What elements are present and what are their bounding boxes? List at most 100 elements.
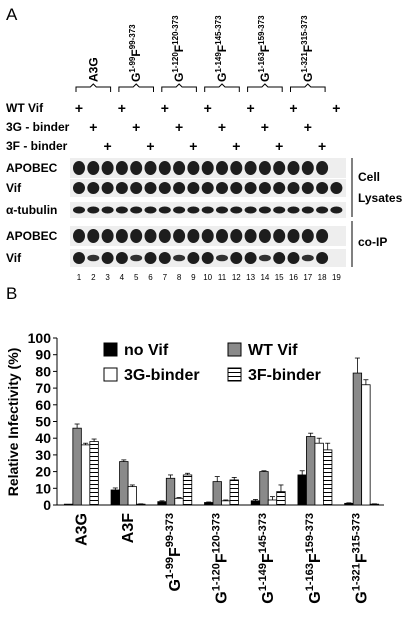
blot-band: [87, 161, 100, 175]
blot-band: [287, 206, 300, 214]
lane-number: 12: [232, 273, 241, 282]
blot-band: [173, 182, 186, 194]
blot-band: [101, 161, 114, 175]
blot-band: [130, 161, 143, 175]
legend: no Vif WT Vif 3G-binder 3F-binder: [103, 342, 321, 384]
construct-bracket: [118, 83, 154, 92]
bar: [297, 474, 307, 506]
blot-band: [115, 206, 128, 214]
lane-number: 7: [163, 273, 168, 282]
bar: [72, 427, 82, 506]
infectivity-chart: Relative Infectivity (%) 010203040506070…: [5, 330, 384, 604]
bar: [314, 442, 324, 506]
blot-band: [73, 252, 85, 264]
blot-band: [301, 182, 314, 194]
bar: [229, 479, 239, 506]
blot-band: [73, 206, 85, 214]
blot-band: [101, 252, 114, 264]
lane-number: 15: [275, 273, 284, 282]
blot-band: [144, 161, 157, 175]
y-tick-label: 50: [35, 414, 51, 430]
bar: [250, 500, 261, 506]
blot-band: [201, 182, 214, 194]
lane-number: 3: [105, 273, 110, 282]
blot-band: [73, 182, 85, 194]
x-tick-label: G1-99F99-373: [164, 513, 184, 592]
legend-label: 3F-binder: [248, 367, 321, 384]
y-tick-label: 70: [35, 380, 51, 396]
y-tick-label: 80: [35, 363, 51, 379]
construct-bracket: [75, 83, 112, 92]
condition-label: 3F - binder: [6, 139, 68, 153]
plus-mark: +: [332, 100, 340, 116]
blot-band: [216, 206, 228, 214]
plus-mark: +: [318, 138, 326, 154]
plus-mark: +: [304, 119, 312, 135]
blot-band: [101, 182, 114, 194]
blot-row-label: APOBEC: [6, 229, 58, 243]
bar: [323, 449, 333, 506]
plus-mark: +: [104, 138, 112, 154]
blot-band: [230, 206, 243, 214]
blot-band: [158, 206, 171, 214]
blot-band: [258, 229, 271, 243]
lane-number: 1: [77, 273, 82, 282]
blot-band: [201, 206, 214, 214]
blot-row-label: Vif: [6, 251, 22, 265]
construct-bracket: [161, 83, 197, 92]
legend-swatch: [103, 342, 118, 357]
lane-number: 9: [191, 273, 196, 282]
blot-band: [115, 161, 128, 175]
construct-label: G1-321F315-373: [300, 15, 315, 82]
condition-label: 3G - binder: [6, 120, 70, 134]
bar: [127, 486, 137, 506]
western-blots: APOBEC Vif α-tubulin APOBEC Vif: [6, 158, 346, 267]
legend-swatch: [227, 367, 242, 382]
blot-band: [115, 182, 128, 194]
blot-band: [216, 254, 228, 262]
plus-mark: +: [175, 119, 183, 135]
blot-band: [87, 182, 100, 194]
blot-band: [316, 161, 329, 175]
blot-band: [244, 206, 257, 214]
blot-band: [173, 161, 186, 175]
blot-band: [301, 206, 314, 214]
blot-band: [316, 206, 329, 214]
blot-band: [144, 252, 157, 264]
plus-mark: +: [247, 100, 255, 116]
blot-band: [287, 252, 300, 264]
blot-band: [258, 182, 271, 194]
plus-mark: +: [232, 138, 240, 154]
plus-mark: +: [204, 100, 212, 116]
construct-label: G1-99F99-373: [128, 24, 143, 82]
lane-number: 17: [303, 273, 312, 282]
bar: [89, 441, 99, 506]
blot-band: [101, 206, 114, 214]
blot-band: [316, 182, 329, 194]
blot-band: [144, 229, 157, 243]
blot-band: [273, 229, 286, 243]
legend-label: no Vif: [124, 342, 169, 359]
bar: [80, 444, 91, 506]
blot-band: [173, 254, 186, 262]
lane-number: 5: [134, 273, 139, 282]
bar: [369, 503, 380, 506]
blot-band: [244, 161, 257, 175]
lane-numbers: 1 2 3 4 5 6 7 8 9 10 11 12 13 14 15 16 17 18 19: [77, 273, 342, 282]
blot-band: [273, 252, 286, 264]
blot-band: [273, 206, 286, 214]
coip-label: co-IP: [358, 235, 387, 249]
blot-band: [287, 182, 300, 194]
legend-label: 3G-binder: [124, 367, 200, 384]
blot-band: [158, 182, 171, 194]
bar: [157, 501, 167, 506]
bar: [344, 502, 354, 506]
bar: [110, 489, 120, 506]
lane-number: 11: [218, 273, 227, 282]
bar: [119, 461, 129, 506]
blot-band: [258, 161, 271, 175]
y-tick-label: 60: [35, 397, 51, 413]
construct-bracket: [290, 83, 326, 92]
lane-number: 14: [260, 273, 269, 282]
